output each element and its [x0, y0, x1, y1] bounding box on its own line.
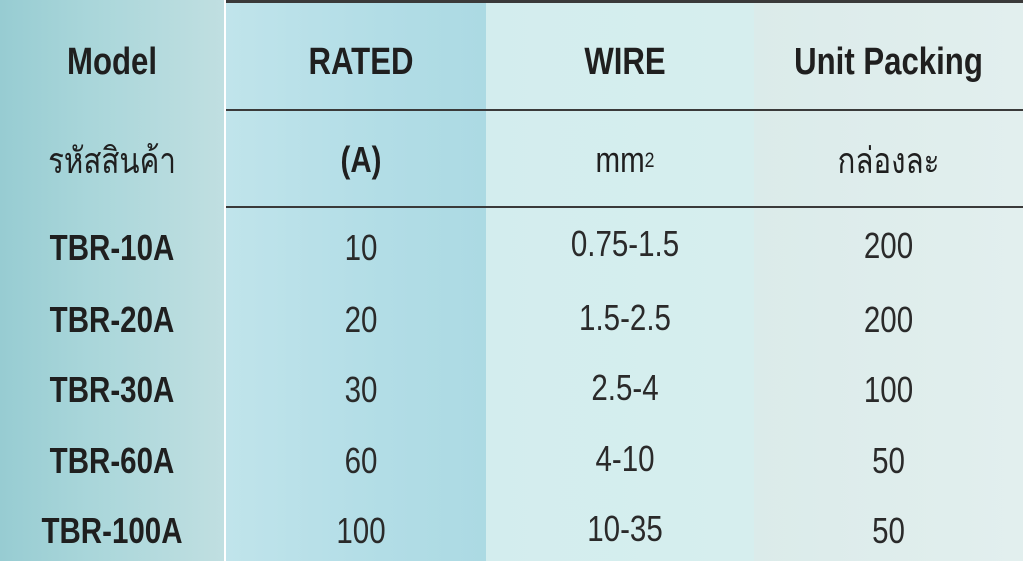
row-wire: 1.5-2.5	[579, 297, 671, 338]
row-rated: 10	[344, 227, 378, 268]
row-rated: 60	[344, 440, 378, 481]
top-rule	[226, 0, 1023, 3]
row-model: TBR-10A	[49, 227, 175, 268]
row-unit: 50	[872, 510, 905, 551]
header-unit-packing: Unit Packing	[794, 40, 983, 83]
row-unit: 100	[863, 369, 914, 410]
row-unit: 200	[863, 225, 914, 266]
row-rated: 100	[336, 510, 386, 551]
wire-column-background	[486, 0, 754, 561]
rated-column-background	[226, 0, 486, 561]
row-model: TBR-30A	[49, 369, 175, 410]
row-wire: 10-35	[587, 508, 663, 549]
row-model: TBR-20A	[49, 299, 175, 340]
row-wire: 2.5-4	[591, 367, 659, 408]
wire-unit-text: mm	[595, 139, 645, 180]
column-divider	[224, 0, 226, 561]
row-wire: 0.75-1.5	[570, 223, 680, 264]
subheader-amps: (A)	[340, 139, 382, 180]
header-rule	[226, 109, 1023, 111]
header-rated: RATED	[308, 40, 414, 83]
subheader-rule	[226, 206, 1023, 208]
row-rated: 30	[344, 369, 378, 410]
model-column-background	[0, 0, 224, 561]
row-rated: 20	[344, 299, 378, 340]
row-unit: 200	[863, 299, 914, 340]
unit-column-background	[754, 0, 1023, 561]
subheader-wire-unit: mm 2	[595, 139, 655, 180]
header-wire: WIRE	[584, 40, 666, 83]
row-model: TBR-100A	[41, 510, 183, 551]
subheader-product-code: รหัสสินค้า	[48, 139, 176, 181]
header-model: Model	[66, 40, 158, 83]
subheader-per-box: กล่องละ	[837, 139, 940, 181]
row-model: TBR-60A	[49, 440, 175, 481]
row-wire: 4-10	[595, 438, 655, 479]
row-unit: 50	[872, 440, 905, 481]
